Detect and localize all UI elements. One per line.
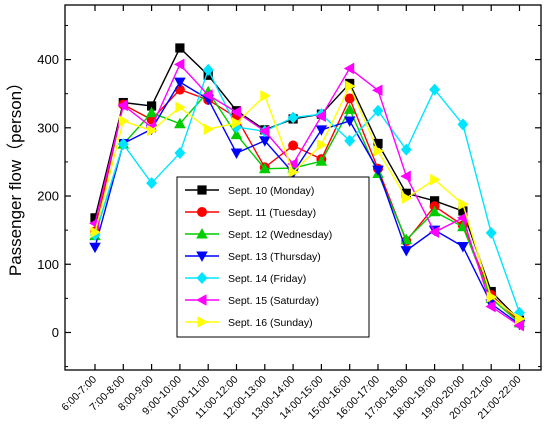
legend-marker <box>196 228 208 239</box>
data-point <box>174 77 186 89</box>
data-point <box>315 155 328 166</box>
data-point <box>260 89 271 102</box>
data-point <box>230 106 242 118</box>
data-point <box>230 148 243 159</box>
data-point <box>231 117 243 129</box>
y-axis-title: Passenger flow（person） <box>6 74 25 276</box>
y-tick-label: 300 <box>37 120 59 135</box>
data-point <box>287 158 298 170</box>
data-point <box>288 140 299 151</box>
legend-label: Sept. 10 (Monday) <box>228 185 314 197</box>
data-point <box>259 162 271 174</box>
series-layer <box>89 43 526 332</box>
series-line <box>94 81 520 325</box>
data-point <box>372 104 384 117</box>
series-7 <box>90 80 526 325</box>
data-point <box>146 177 158 190</box>
data-point <box>147 124 158 137</box>
plot-frame <box>64 4 542 371</box>
data-point <box>457 242 469 253</box>
legend-item: Sept. 13 (Thursday) <box>185 251 321 263</box>
legend-label: Sept. 14 (Friday) <box>228 273 306 285</box>
legend-item: Sept. 15 (Saturday) <box>185 294 319 307</box>
legend-item: Sept. 11 (Tuesday) <box>185 206 316 219</box>
data-point <box>400 246 413 257</box>
series-6 <box>89 58 524 332</box>
data-point <box>457 118 469 131</box>
data-point <box>90 226 101 238</box>
data-point <box>175 101 186 114</box>
legend-item: Sept. 14 (Friday) <box>185 272 306 285</box>
legend-label: Sept. 12 (Wednesday) <box>228 229 332 241</box>
data-point <box>345 80 356 92</box>
data-point <box>316 139 328 151</box>
y-tick-label: 200 <box>37 189 59 204</box>
data-point <box>400 143 412 156</box>
data-point <box>430 173 441 186</box>
legend-marker <box>196 251 208 262</box>
series-line <box>94 84 520 320</box>
legend-item: Sept. 10 (Monday) <box>185 185 314 197</box>
data-point <box>174 117 186 129</box>
data-point <box>372 165 384 177</box>
data-point <box>513 319 524 332</box>
data-point <box>343 116 356 127</box>
data-point <box>202 89 213 101</box>
data-point <box>258 125 270 137</box>
data-point <box>429 83 441 96</box>
legend: Sept. 10 (Monday) Sept. 11 (Tuesday) Sept.… <box>176 176 370 338</box>
data-point <box>486 291 498 303</box>
legend-item: Sept. 16 (Sunday) <box>185 316 313 329</box>
data-point <box>400 170 411 183</box>
plot-axes <box>64 4 542 371</box>
legend-label: Sept. 16 (Sunday) <box>228 317 313 329</box>
legend-marker <box>196 272 208 284</box>
data-point <box>343 103 356 114</box>
data-point <box>175 43 185 53</box>
legend-label: Sept. 13 (Thursday) <box>228 251 321 263</box>
legend-marker <box>197 316 208 328</box>
data-point <box>373 145 384 157</box>
legend-label: Sept. 15 (Saturday) <box>228 295 319 307</box>
data-point <box>173 58 185 71</box>
data-point <box>372 84 383 97</box>
data-point <box>230 128 243 140</box>
data-point <box>287 111 299 124</box>
series-line <box>94 67 521 313</box>
data-point <box>428 205 441 217</box>
data-point <box>202 63 214 76</box>
data-point <box>343 62 355 75</box>
data-point <box>401 192 413 204</box>
legend-marker <box>196 294 207 306</box>
data-point <box>174 147 186 160</box>
data-point <box>118 115 130 127</box>
legend-box <box>176 176 370 338</box>
legend-marker <box>197 185 207 195</box>
data-point <box>89 242 101 254</box>
legend-label: Sept. 11 (Tuesday) <box>228 207 316 219</box>
y-tick-label: 0 <box>52 325 59 340</box>
y-tick-label: 100 <box>37 257 59 272</box>
data-point <box>485 300 496 313</box>
data-point <box>344 134 356 147</box>
data-point <box>117 138 129 151</box>
data-point <box>515 313 526 325</box>
data-point <box>117 99 128 112</box>
legend-marker <box>196 206 207 217</box>
data-point <box>315 125 328 136</box>
legend-item: Sept. 12 (Wednesday) <box>185 228 332 241</box>
data-point <box>428 226 440 238</box>
data-point <box>485 226 497 239</box>
data-point <box>203 123 215 135</box>
data-point <box>288 166 300 178</box>
y-tick-label: 400 <box>37 52 59 67</box>
data-point <box>145 106 158 118</box>
data-point <box>458 198 469 210</box>
series-line <box>94 63 520 327</box>
data-point <box>373 138 383 149</box>
data-point <box>315 110 326 122</box>
